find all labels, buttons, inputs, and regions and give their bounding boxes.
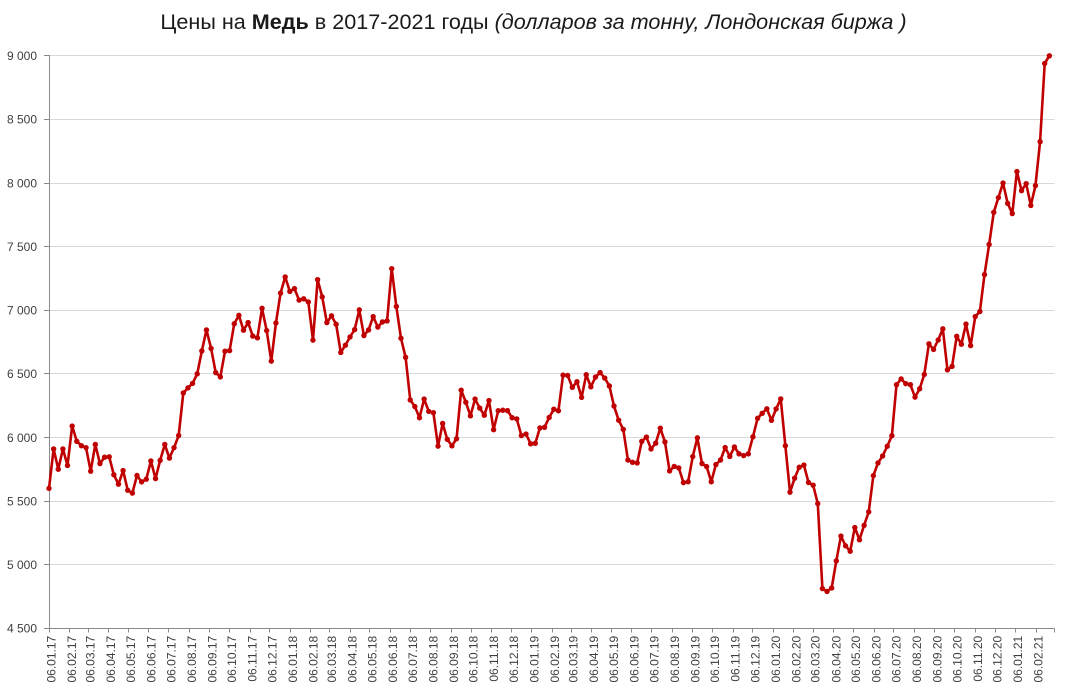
svg-text:06.10.18: 06.10.18 bbox=[467, 635, 481, 682]
svg-text:06.04.17: 06.04.17 bbox=[104, 635, 118, 682]
svg-text:7 500: 7 500 bbox=[7, 240, 37, 254]
svg-text:06.11.17: 06.11.17 bbox=[246, 635, 260, 681]
svg-text:06.10.19: 06.10.19 bbox=[708, 635, 722, 682]
svg-text:5 000: 5 000 bbox=[7, 558, 37, 572]
svg-text:06.12.17: 06.12.17 bbox=[266, 635, 280, 682]
svg-text:06.11.20: 06.11.20 bbox=[971, 635, 985, 681]
svg-text:6 000: 6 000 bbox=[7, 431, 37, 445]
svg-text:06.02.17: 06.02.17 bbox=[65, 635, 79, 682]
svg-text:06.06.20: 06.06.20 bbox=[870, 635, 884, 682]
svg-text:06.09.18: 06.09.18 bbox=[447, 635, 461, 682]
svg-text:06.10.17: 06.10.17 bbox=[225, 635, 239, 682]
svg-text:06.06.17: 06.06.17 bbox=[145, 635, 159, 682]
svg-text:6 500: 6 500 bbox=[7, 367, 37, 381]
svg-text:06.05.19: 06.05.19 bbox=[607, 635, 621, 682]
svg-text:06.09.20: 06.09.20 bbox=[931, 635, 945, 682]
svg-text:06.01.19: 06.01.19 bbox=[528, 635, 542, 682]
svg-text:8 500: 8 500 bbox=[7, 113, 37, 127]
svg-text:06.12.18: 06.12.18 bbox=[507, 635, 521, 682]
svg-text:06.04.18: 06.04.18 bbox=[346, 635, 360, 682]
svg-text:06.11.19: 06.11.19 bbox=[729, 635, 743, 681]
svg-text:06.01.18: 06.01.18 bbox=[286, 635, 300, 682]
svg-text:06.07.17: 06.07.17 bbox=[164, 635, 178, 682]
svg-text:06.05.20: 06.05.20 bbox=[849, 635, 863, 682]
svg-text:06.05.18: 06.05.18 bbox=[366, 635, 380, 682]
svg-text:06.02.19: 06.02.19 bbox=[548, 635, 562, 682]
svg-text:06.11.18: 06.11.18 bbox=[487, 635, 501, 681]
svg-text:06.07.19: 06.07.19 bbox=[647, 635, 661, 682]
svg-text:06.07.20: 06.07.20 bbox=[890, 635, 904, 682]
svg-text:06.01.21: 06.01.21 bbox=[1011, 635, 1025, 682]
svg-text:06.06.18: 06.06.18 bbox=[386, 635, 400, 682]
svg-text:06.01.20: 06.01.20 bbox=[769, 635, 783, 682]
svg-text:4 500: 4 500 bbox=[7, 622, 37, 636]
svg-text:06.01.17: 06.01.17 bbox=[45, 635, 59, 682]
svg-text:9 000: 9 000 bbox=[7, 49, 37, 63]
svg-text:06.09.17: 06.09.17 bbox=[205, 635, 219, 682]
svg-text:06.04.20: 06.04.20 bbox=[829, 635, 843, 682]
svg-text:06.12.20: 06.12.20 bbox=[991, 635, 1005, 682]
svg-text:06.06.19: 06.06.19 bbox=[628, 635, 642, 682]
svg-text:7 000: 7 000 bbox=[7, 304, 37, 318]
svg-text:06.02.18: 06.02.18 bbox=[307, 635, 321, 682]
svg-text:06.08.17: 06.08.17 bbox=[185, 635, 199, 682]
svg-text:8 000: 8 000 bbox=[7, 176, 37, 190]
svg-text:06.09.19: 06.09.19 bbox=[688, 635, 702, 682]
svg-text:06.03.19: 06.03.19 bbox=[567, 635, 581, 682]
svg-text:06.05.17: 06.05.17 bbox=[124, 635, 138, 682]
svg-text:06.10.20: 06.10.20 bbox=[950, 635, 964, 682]
svg-text:06.12.19: 06.12.19 bbox=[749, 635, 763, 682]
svg-text:06.03.18: 06.03.18 bbox=[325, 635, 339, 682]
svg-text:06.02.20: 06.02.20 bbox=[790, 635, 804, 682]
svg-text:06.02.21: 06.02.21 bbox=[1032, 635, 1046, 682]
svg-text:06.08.19: 06.08.19 bbox=[668, 635, 682, 682]
svg-text:5 500: 5 500 bbox=[7, 494, 37, 508]
svg-text:06.04.19: 06.04.19 bbox=[587, 635, 601, 682]
svg-text:06.08.18: 06.08.18 bbox=[426, 635, 440, 682]
svg-text:06.03.20: 06.03.20 bbox=[809, 635, 823, 682]
svg-text:06.03.17: 06.03.17 bbox=[84, 635, 98, 682]
svg-text:06.08.20: 06.08.20 bbox=[910, 635, 924, 682]
svg-text:06.07.18: 06.07.18 bbox=[406, 635, 420, 682]
